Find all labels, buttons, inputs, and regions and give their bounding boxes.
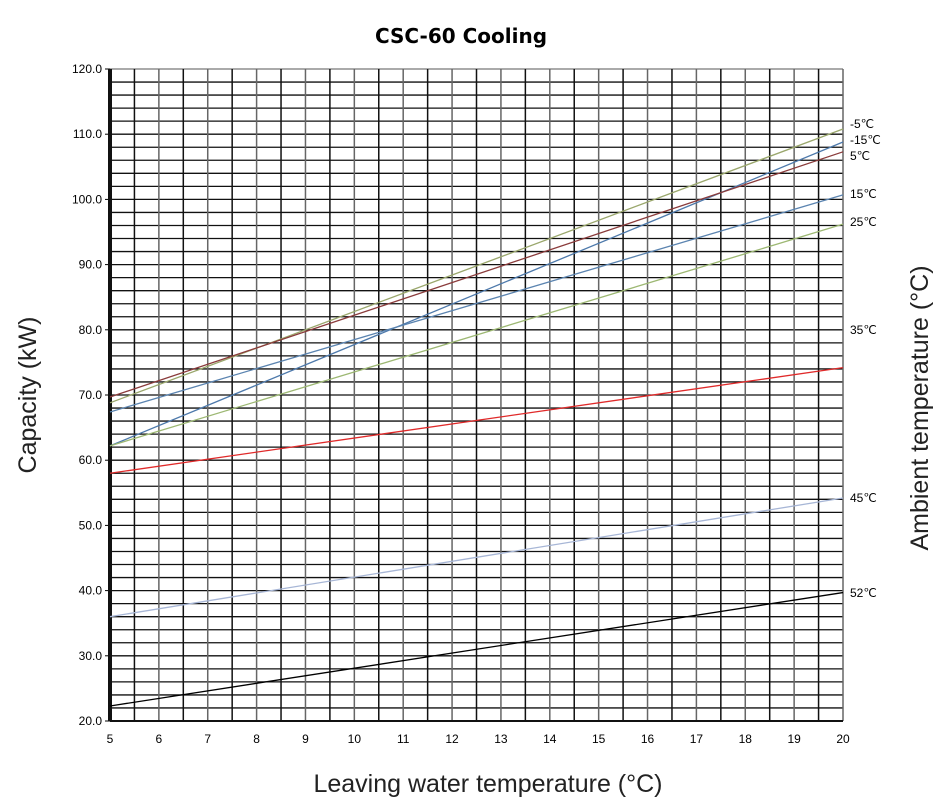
- y2-axis-label: Ambient temperature (°C): [906, 265, 934, 550]
- series-line: [109, 366, 844, 474]
- x-tick-label: 10: [348, 732, 362, 746]
- series-line: [109, 223, 844, 447]
- y-tick-label: 110.0: [73, 127, 102, 141]
- x-tick-label: 5: [107, 732, 114, 746]
- series-label: 52℃: [850, 586, 877, 600]
- series-line: [109, 194, 844, 413]
- x-tick-label: 14: [543, 732, 557, 746]
- y-tick-label: 30.0: [79, 649, 103, 663]
- x-tick-label: 12: [445, 732, 459, 746]
- x-tick-label: 19: [787, 732, 801, 746]
- x-tick-label: 18: [739, 732, 753, 746]
- tick-labels: 5 6 7 8 9 10 11 12 13 14 15 16 17 18 19 20 20.0 30.0 40.0 5…: [72, 62, 850, 746]
- series-line: [109, 151, 844, 398]
- y-tick-label: 40.0: [79, 584, 103, 598]
- series-label: -5℃: [850, 117, 874, 131]
- x-tick-label: 6: [156, 732, 163, 746]
- series-line: [109, 128, 844, 404]
- series-label: 45℃: [850, 491, 877, 505]
- grid: [105, 68, 844, 722]
- y-tick-label: 50.0: [79, 518, 103, 532]
- series-lines: [109, 128, 844, 707]
- x-tick-label: 16: [641, 732, 655, 746]
- chart-title: CSC-60 Cooling: [375, 24, 547, 48]
- x-tick-label: 13: [494, 732, 508, 746]
- y-tick-label: 80.0: [79, 323, 103, 337]
- series-label: 25℃: [850, 215, 877, 229]
- x-tick-label: 17: [690, 732, 704, 746]
- x-axis-label: Leaving water temperature (°C): [313, 770, 662, 798]
- y-tick-label: 100.0: [72, 192, 102, 206]
- x-tick-label: 11: [397, 732, 410, 746]
- series-label: -15℃: [850, 133, 881, 147]
- series-label: 35℃: [850, 323, 877, 337]
- series-label: 5℃: [850, 149, 870, 163]
- series-line: [109, 591, 844, 707]
- series-label: 15℃: [850, 187, 877, 201]
- x-tick-label: 7: [204, 732, 211, 746]
- series-labels: -5℃ -15℃ 5℃ 15℃ 25℃ 35℃ 45℃ 52℃: [850, 117, 881, 600]
- x-tick-label: 9: [302, 732, 309, 746]
- x-tick-label: 8: [253, 732, 260, 746]
- y-tick-label: 90.0: [79, 258, 103, 272]
- x-tick-label: 20: [836, 732, 850, 746]
- x-tick-label: 15: [592, 732, 606, 746]
- y-tick-label: 60.0: [79, 453, 103, 467]
- y-tick-label: 20.0: [79, 714, 103, 728]
- y-tick-label: 70.0: [79, 388, 103, 402]
- y-axis-label: Capacity (kW): [14, 317, 42, 474]
- y-tick-label: 120.0: [72, 62, 102, 76]
- series-line: [109, 497, 844, 618]
